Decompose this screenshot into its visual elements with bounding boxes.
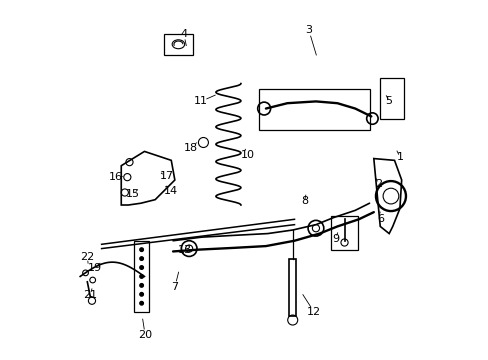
Text: 17: 17 [160, 171, 174, 181]
Text: 18: 18 [183, 143, 198, 153]
Circle shape [140, 293, 143, 296]
Text: 12: 12 [306, 307, 321, 317]
Text: 3: 3 [305, 25, 312, 35]
Text: 4: 4 [180, 28, 187, 39]
Bar [379, 78, 403, 119]
Circle shape [140, 301, 143, 305]
Bar [258, 89, 369, 130]
Text: 22: 22 [80, 252, 94, 262]
Text: 7: 7 [171, 282, 178, 292]
Text: 21: 21 [83, 290, 97, 300]
Text: 10: 10 [241, 150, 255, 160]
Text: 2: 2 [374, 179, 381, 189]
Text: 14: 14 [164, 186, 178, 196]
Circle shape [140, 275, 143, 278]
Text: 20: 20 [138, 330, 152, 341]
Bar [164, 33, 192, 55]
Circle shape [140, 266, 143, 269]
Text: 16: 16 [109, 172, 122, 182]
Text: 11: 11 [194, 96, 207, 107]
Text: 6: 6 [377, 214, 384, 224]
Circle shape [140, 284, 143, 287]
Circle shape [140, 257, 143, 260]
Text: 15: 15 [126, 189, 140, 199]
Text: 8: 8 [300, 197, 307, 206]
Text: 1: 1 [396, 152, 403, 162]
Text: 19: 19 [88, 262, 102, 273]
Text: 5: 5 [385, 96, 392, 107]
Text: 13: 13 [178, 245, 191, 255]
Text: 9: 9 [331, 234, 339, 244]
Circle shape [140, 248, 143, 251]
Bar [134, 241, 148, 312]
Bar [288, 258, 296, 316]
Bar [330, 216, 357, 249]
